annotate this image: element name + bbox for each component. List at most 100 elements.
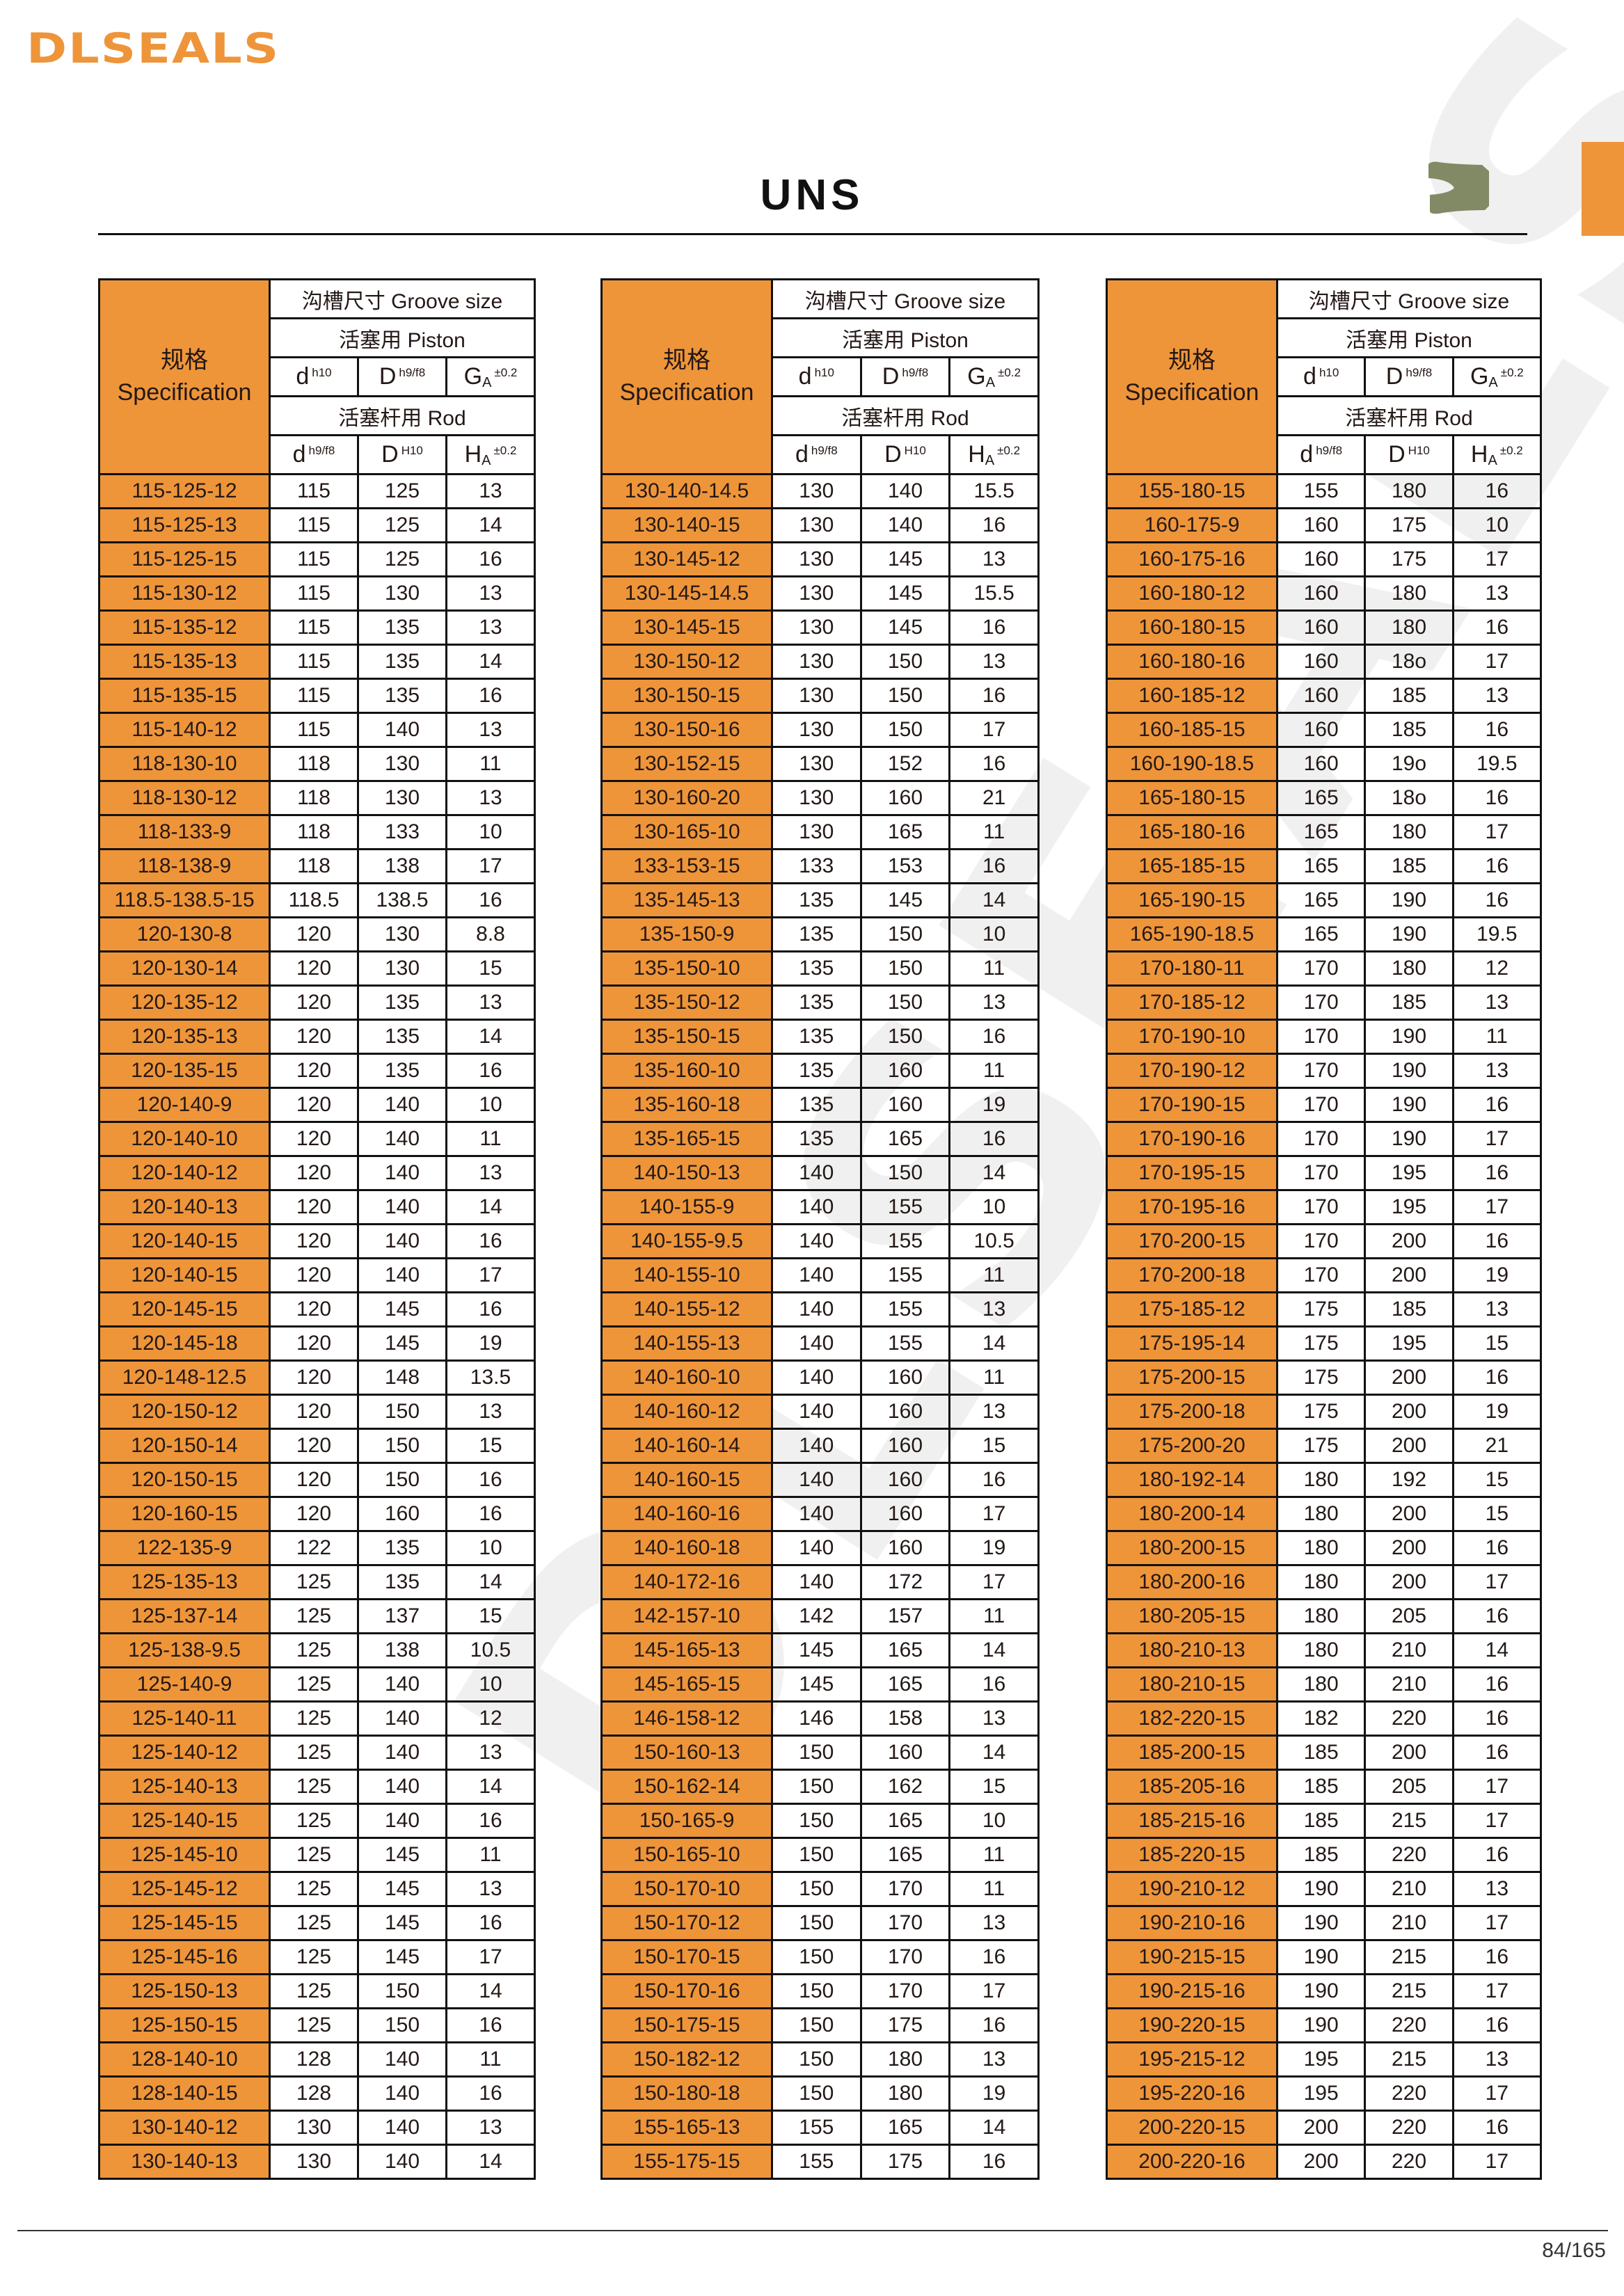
D-cell: 140 (357, 1087, 447, 1123)
G-H-cell: 16 (445, 541, 536, 577)
G-H-cell: 11 (1451, 1019, 1543, 1055)
table-row: 170-195-16 170 195 17 (1106, 1189, 1543, 1225)
spec-cell: 180-200-15 (1106, 1530, 1278, 1566)
table-row: 118-130-10 118 130 11 (98, 746, 536, 782)
G-H-cell: 13 (1451, 1291, 1543, 1328)
D-cell: 180 (859, 2075, 951, 2112)
G-H-cell: 14 (445, 1973, 536, 2009)
spec-cell: 185-220-15 (1106, 1837, 1278, 1873)
G-H-cell: 21 (948, 780, 1040, 816)
G-H-cell: 13 (1451, 1871, 1543, 1907)
D-cell: 145 (859, 575, 951, 612)
d-cell: 190 (1275, 2007, 1367, 2043)
G-H-cell: 11 (445, 2041, 536, 2078)
table-row: 150-165-9 150 165 10 (600, 1803, 1040, 1839)
table-row: 150-182-12 150 180 13 (600, 2041, 1040, 2078)
table-row: 170-190-10 170 190 11 (1106, 1019, 1543, 1055)
G-H-cell: 13 (1451, 1053, 1543, 1089)
D-cell: 138.5 (357, 882, 447, 918)
G-H-cell: 13 (948, 1905, 1040, 1941)
table-row: 160-180-15 160 180 16 (1106, 609, 1543, 646)
d-cell: 190 (1275, 1871, 1367, 1907)
table-row: 125-137-14 125 137 15 (98, 1598, 536, 1634)
table-row: 150-170-15 150 170 16 (600, 1939, 1040, 1975)
G-H-cell: 16 (1451, 2007, 1543, 2043)
d-cell: 130 (771, 712, 862, 748)
spec-cell: 150-170-12 (600, 1905, 773, 1941)
G-H-cell: 13 (948, 984, 1040, 1021)
d-cell: 160 (1275, 507, 1367, 543)
spec-cell: 122-135-9 (98, 1530, 271, 1566)
D-cell: 195 (1364, 1155, 1454, 1191)
D-cell: 160 (859, 1496, 951, 1532)
table-row: 125-140-13 125 140 14 (98, 1769, 536, 1805)
spec-cell: 120-150-12 (98, 1394, 271, 1430)
d-cell: 140 (771, 1360, 862, 1396)
subscript: A (985, 452, 995, 468)
G-H-cell: 15 (948, 1428, 1040, 1464)
D-cell: 160 (859, 1462, 951, 1498)
D-cell: 155 (859, 1291, 951, 1328)
table-row: 175-200-18 175 200 19 (1106, 1394, 1543, 1430)
d-cell: 120 (269, 1223, 359, 1259)
G-H-cell: 16 (948, 1939, 1040, 1975)
d-cell: 142 (771, 1598, 862, 1634)
d-cell: 170 (1275, 1121, 1367, 1157)
d-cell: 135 (771, 916, 862, 952)
d-cell: 150 (771, 1973, 862, 2009)
D-cell: 160 (859, 1053, 951, 1089)
d-cell: 125 (269, 1700, 359, 1737)
table-row: 155-180-15 155 180 16 (1106, 473, 1543, 509)
table-row: 180-210-15 180 210 16 (1106, 1666, 1543, 1703)
G-H-cell: 19 (1451, 1394, 1543, 1430)
table-row: 115-130-12 115 130 13 (98, 575, 536, 612)
D-cell: 140 (357, 1121, 447, 1157)
D-cell: 165 (859, 1632, 951, 1668)
spec-cell: 160-190-18.5 (1106, 746, 1278, 782)
table-row: 155-165-13 155 165 14 (600, 2110, 1040, 2146)
spec-cell: 170-200-18 (1106, 1257, 1278, 1293)
table-row: 200-220-16 200 220 17 (1106, 2144, 1543, 2180)
spec-cell: 140-155-10 (600, 1257, 773, 1293)
spec-cell: 170-190-10 (1106, 1019, 1278, 1055)
d-cell: 140 (771, 1462, 862, 1498)
subscript: A (482, 374, 492, 390)
G-H-cell: 13 (445, 2110, 536, 2146)
D-cell: 157 (859, 1598, 951, 1634)
D-cell: 150 (859, 950, 951, 987)
spec-cell: 160-175-16 (1106, 541, 1278, 577)
table-row: 140-155-9 140 155 10 (600, 1189, 1040, 1225)
spec-cell: 120-140-10 (98, 1121, 271, 1157)
spec-cell: 120-150-15 (98, 1462, 271, 1498)
column-header: D H10 (859, 434, 951, 475)
D-cell: 148 (357, 1360, 447, 1396)
G-H-cell: 14 (948, 2110, 1040, 2146)
D-cell: 190 (1364, 1087, 1454, 1123)
G-H-cell: 16 (445, 1053, 536, 1089)
symbol: d (292, 440, 306, 468)
d-cell: 118 (269, 780, 359, 816)
G-H-cell: 16 (445, 2007, 536, 2043)
table-row: 200-220-15 200 220 16 (1106, 2110, 1543, 2146)
table-row: 130-150-15 130 150 16 (600, 678, 1040, 714)
spec-cell: 130-145-14.5 (600, 575, 773, 612)
spec-cell: 120-140-12 (98, 1155, 271, 1191)
G-H-cell: 15 (1451, 1462, 1543, 1498)
rod-header: 活塞杆用 Rod (269, 395, 536, 436)
spec-cell: 180-200-14 (1106, 1496, 1278, 1532)
G-H-cell: 16 (1451, 1939, 1543, 1975)
spec-cell: 160-180-15 (1106, 609, 1278, 646)
table-row: 120-160-15 120 160 16 (98, 1496, 536, 1532)
spec-cell: 150-162-14 (600, 1769, 773, 1805)
table-row: 130-152-15 130 152 16 (600, 746, 1040, 782)
table-row: 125-138-9.5 125 138 10.5 (98, 1632, 536, 1668)
column-header: D H10 (357, 434, 447, 475)
G-H-cell: 16 (1451, 780, 1543, 816)
tolerance: H10 (401, 443, 423, 457)
d-cell: 118 (269, 848, 359, 884)
column-header: GA±0.2 (948, 356, 1040, 397)
D-cell: 135 (357, 1530, 447, 1566)
d-cell: 150 (771, 1837, 862, 1873)
column-header: d h9/f8 (1275, 434, 1367, 475)
